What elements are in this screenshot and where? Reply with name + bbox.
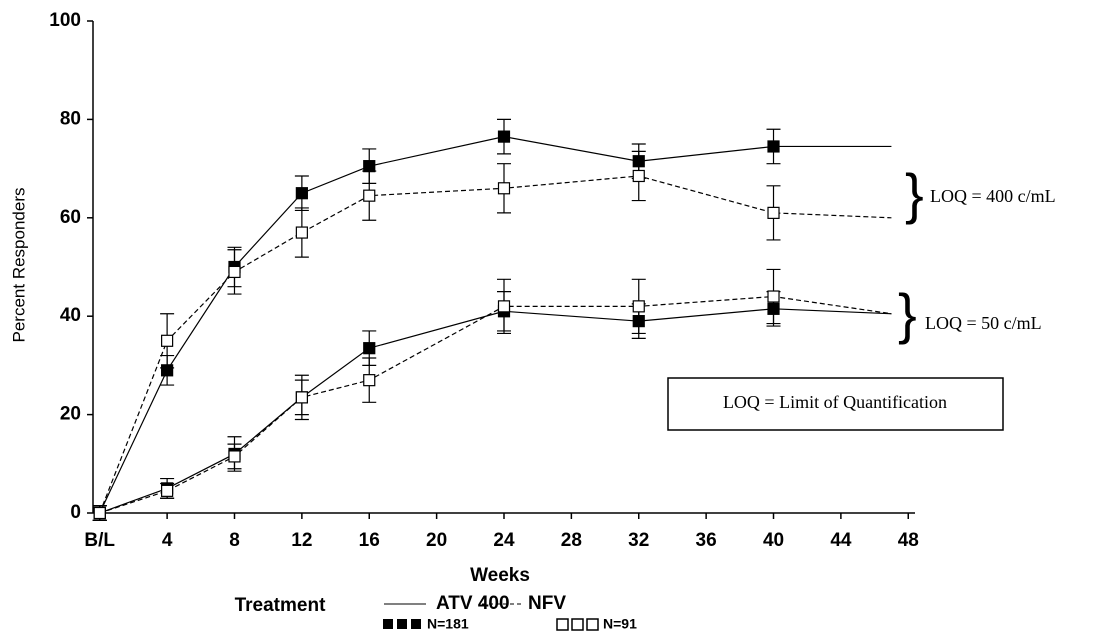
marker <box>363 189 376 202</box>
marker <box>767 290 780 303</box>
x-axis-label: Weeks <box>470 565 530 586</box>
x-tick-label: 36 <box>696 530 717 551</box>
y-axis-label: Percent Responders <box>9 188 28 343</box>
marker <box>161 334 174 347</box>
marker <box>767 206 780 219</box>
x-tick-label: 24 <box>493 530 515 551</box>
y-tick-label: 0 <box>70 502 81 523</box>
marker <box>93 506 106 520</box>
marker <box>295 187 308 200</box>
x-tick-label: 28 <box>561 530 582 551</box>
marker <box>363 160 376 173</box>
legend-count: N=91 <box>603 616 637 632</box>
annotation: LOQ = 400 c/mL <box>930 186 1056 206</box>
marker <box>228 450 241 463</box>
marker <box>632 169 645 183</box>
y-tick-label: 40 <box>60 305 81 326</box>
annotation: LOQ = Limit of Quantification <box>723 392 947 412</box>
y-tick-label: 20 <box>60 404 81 425</box>
marker <box>295 391 308 404</box>
x-tick-label: B/L <box>84 530 115 551</box>
marker <box>767 140 780 153</box>
y-tick-label: 80 <box>60 108 81 129</box>
legend-markers <box>383 619 421 629</box>
x-tick-label: 44 <box>830 530 852 551</box>
x-tick-label: 12 <box>291 530 312 551</box>
x-tick-label: 8 <box>229 530 240 551</box>
marker <box>497 130 511 143</box>
x-tick-label: 16 <box>359 530 380 551</box>
marker <box>161 484 174 497</box>
legend-title: Treatment <box>235 595 326 616</box>
x-tick-label: 48 <box>898 530 919 551</box>
series-line <box>99 136 892 514</box>
marker <box>632 300 645 313</box>
brace: } <box>898 282 917 345</box>
y-tick-label: 100 <box>49 10 81 31</box>
x-tick-label: 32 <box>628 530 649 551</box>
marker <box>228 265 241 279</box>
marker <box>497 182 511 195</box>
legend-label: NFV <box>528 593 566 614</box>
x-tick-label: 20 <box>426 530 447 551</box>
brace: } <box>905 162 924 225</box>
marker <box>497 300 511 313</box>
x-tick-label: 40 <box>763 530 784 551</box>
annotation-box <box>667 377 1004 431</box>
marker <box>295 226 308 239</box>
legend-markers <box>556 618 599 631</box>
marker <box>363 374 376 387</box>
legend-label: ATV 400 <box>436 593 510 614</box>
legend-count: N=181 <box>427 616 469 632</box>
annotation: LOQ = 50 c/mL <box>925 313 1042 333</box>
x-tick-label: 4 <box>162 530 173 551</box>
marker <box>363 342 376 355</box>
y-tick-label: 60 <box>60 207 81 228</box>
